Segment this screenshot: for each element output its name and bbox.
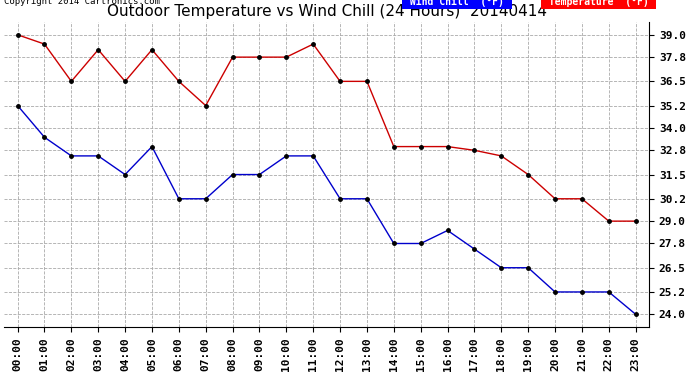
- Text: Copyright 2014 Cartronics.com: Copyright 2014 Cartronics.com: [4, 0, 160, 6]
- Title: Outdoor Temperature vs Wind Chill (24 Hours)  20140414: Outdoor Temperature vs Wind Chill (24 Ho…: [107, 4, 546, 19]
- Text: Temperature  (°F): Temperature (°F): [543, 0, 654, 7]
- Text: Wind Chill  (°F): Wind Chill (°F): [404, 0, 510, 7]
